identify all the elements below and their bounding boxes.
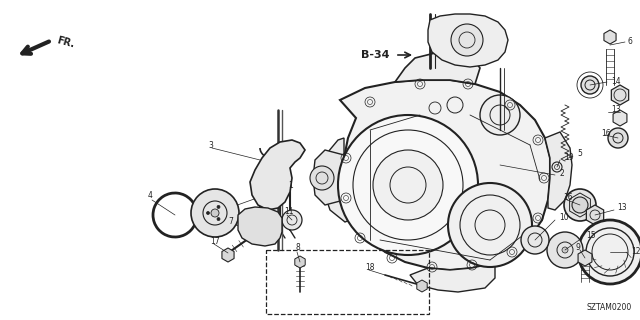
Circle shape [373,150,443,220]
Text: 13: 13 [611,105,621,114]
Circle shape [448,183,532,267]
Circle shape [191,189,239,237]
Polygon shape [222,248,234,262]
Text: 8: 8 [296,244,301,252]
Circle shape [211,209,219,217]
Text: 3: 3 [208,140,213,149]
Text: 6: 6 [628,36,633,45]
Circle shape [521,226,549,254]
Polygon shape [611,85,628,105]
Circle shape [578,220,640,284]
Text: 12: 12 [631,247,640,257]
Circle shape [564,189,596,221]
Text: 7: 7 [228,218,233,227]
Polygon shape [428,14,508,67]
Circle shape [547,232,583,268]
Text: 10: 10 [559,212,568,221]
Polygon shape [340,80,550,270]
Text: 9: 9 [576,243,581,252]
Circle shape [217,218,220,220]
Circle shape [338,115,478,255]
Text: 16: 16 [601,129,611,138]
Text: 1: 1 [288,181,292,190]
Polygon shape [586,205,604,225]
Circle shape [572,197,588,213]
Text: 15: 15 [586,230,596,239]
Polygon shape [325,138,355,222]
Circle shape [207,212,209,214]
Polygon shape [578,250,592,266]
Polygon shape [313,150,344,205]
Text: FR.: FR. [56,35,76,50]
Text: 16: 16 [563,193,573,202]
Circle shape [581,76,599,94]
Bar [266,250,429,314]
Text: 14: 14 [611,76,621,85]
Circle shape [562,247,568,253]
Polygon shape [410,263,495,292]
Polygon shape [295,256,305,268]
Circle shape [310,166,334,190]
Text: 17: 17 [210,236,220,245]
Text: 4: 4 [148,190,153,199]
Text: SZTAM0200: SZTAM0200 [587,303,632,312]
Polygon shape [545,132,572,210]
Text: B-34: B-34 [362,50,390,60]
Circle shape [480,95,520,135]
Text: 2: 2 [560,169,564,178]
Polygon shape [254,218,270,236]
Text: 18: 18 [365,262,374,271]
Circle shape [608,128,628,148]
Polygon shape [417,280,427,292]
Text: 5: 5 [577,148,582,157]
Text: 19: 19 [564,153,573,162]
Polygon shape [604,30,616,44]
Circle shape [217,205,220,208]
Text: 11: 11 [284,206,294,215]
Circle shape [282,210,302,230]
Polygon shape [238,207,282,246]
Polygon shape [250,140,305,210]
Polygon shape [395,53,480,84]
Text: 13: 13 [617,203,627,212]
Circle shape [451,24,483,56]
Polygon shape [613,110,627,126]
